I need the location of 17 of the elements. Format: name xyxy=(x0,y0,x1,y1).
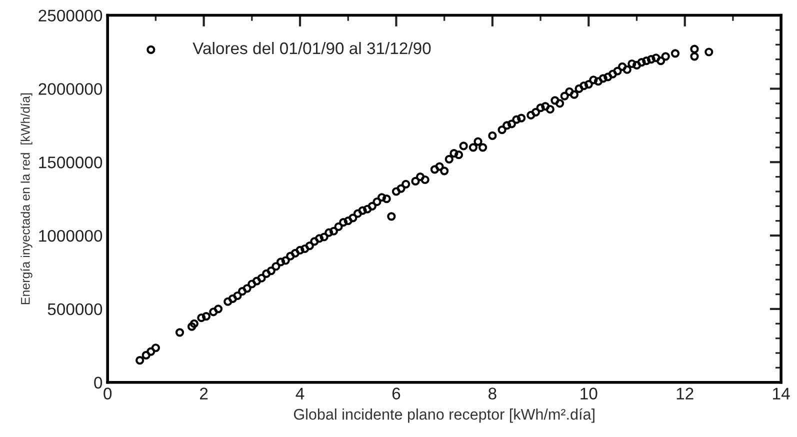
x-tick-label: 6 xyxy=(392,388,400,400)
x-tick-label: 4 xyxy=(296,388,304,400)
x-tick-label: 10 xyxy=(580,388,598,400)
x-tick-label: 12 xyxy=(676,388,694,400)
y-tick-label: 1000000 xyxy=(39,230,102,242)
y-tick-label: 2500000 xyxy=(38,10,102,22)
x-axis-title: Global incidente plano receptor [kWh/m².día] xyxy=(294,408,594,423)
y-axis-title: Energía inyectada en la red [kWh/día] xyxy=(20,93,32,304)
y-tick-label: 1500000 xyxy=(39,156,102,168)
x-tick-label: 8 xyxy=(488,388,496,400)
x-tick-label: 14 xyxy=(773,388,790,400)
x-tick-label: 0 xyxy=(104,388,112,400)
x-tick-label: 2 xyxy=(200,388,208,400)
y-tick-label: 500000 xyxy=(48,303,102,316)
legend-label: Valores del 01/01/90 al 31/12/90 xyxy=(192,42,431,54)
y-tick-label: 2000000 xyxy=(38,83,102,95)
y-tick-label: 0 xyxy=(94,376,102,389)
